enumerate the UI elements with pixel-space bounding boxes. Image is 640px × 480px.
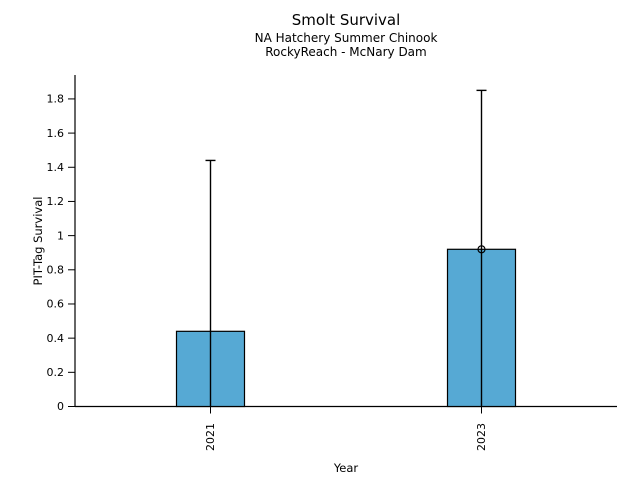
x-axis-label: Year <box>333 461 359 475</box>
x-tick-label-2023: 2023 <box>475 423 488 451</box>
point-marker-2023 <box>477 245 486 254</box>
y-tick-label-0.4: 0.4 <box>47 332 65 345</box>
y-tick-label-1.8: 1.8 <box>47 93 65 106</box>
y-tick-label-0.8: 0.8 <box>47 264 65 277</box>
y-tick-label-0.6: 0.6 <box>47 298 65 311</box>
y-tick-label-1.6: 1.6 <box>47 127 65 140</box>
chart-title: Smolt Survival <box>291 11 401 29</box>
x-tick-label-2021: 2021 <box>204 423 217 451</box>
y-tick-label-1.2: 1.2 <box>47 195 65 208</box>
chart-subtitle-line1: NA Hatchery Summer Chinook <box>254 31 438 45</box>
y-tick-label-0.2: 0.2 <box>47 366 65 379</box>
y-tick-label-1: 1 <box>57 229 64 242</box>
y-tick-label-1.4: 1.4 <box>47 161 65 174</box>
y-tick-label-0: 0 <box>57 400 64 413</box>
chart-subtitle-line2: RockyReach - McNary Dam <box>265 45 427 59</box>
